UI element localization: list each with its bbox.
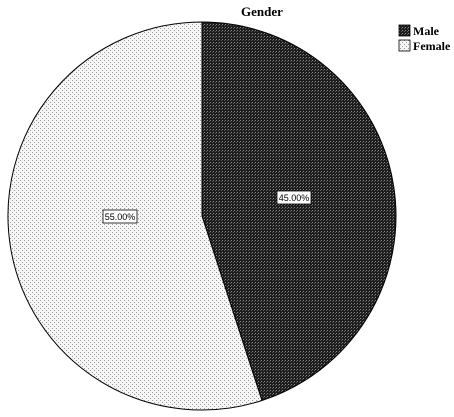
legend-item-male: Male — [398, 24, 440, 38]
data-label-box — [276, 190, 312, 205]
pie-data-labels: 45.00% 55.00% — [102, 190, 312, 224]
pie-slices — [7, 21, 397, 411]
data-label-male: 45.00% — [276, 190, 312, 205]
chart-title: Gender — [241, 4, 283, 19]
legend-item-female: Female — [398, 39, 451, 53]
pie-slice-male — [201, 21, 397, 402]
legend-label: Male — [413, 24, 440, 38]
legend-label: Female — [413, 39, 451, 53]
data-label-text: 55.00% — [105, 212, 136, 222]
data-label-text: 45.00% — [279, 193, 310, 203]
legend-swatch — [398, 39, 411, 52]
legend-swatch — [398, 24, 411, 37]
data-label-box — [102, 209, 138, 224]
data-label-female: 55.00% — [102, 209, 138, 224]
